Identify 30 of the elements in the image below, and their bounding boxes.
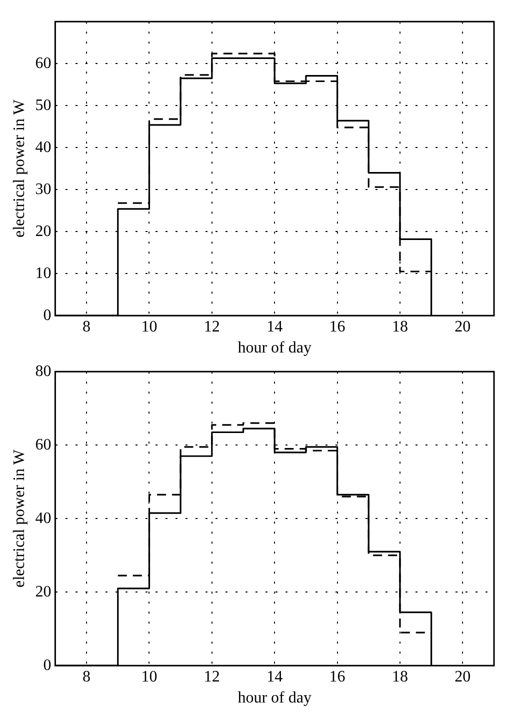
y-axis-title: electrical power in W <box>10 448 28 588</box>
x-axis-title: hour of day <box>238 690 312 707</box>
x-tick-label: 18 <box>392 668 408 686</box>
y-axis-title: electrical power in W <box>10 98 28 238</box>
x-tick-label: 12 <box>204 668 220 686</box>
x-tick-label: 14 <box>266 668 283 686</box>
x-tick-label: 8 <box>82 668 91 686</box>
x-tick-label: 14 <box>266 318 283 336</box>
y-tick-label: 40 <box>35 510 52 527</box>
y-tick-label: 0 <box>43 656 52 674</box>
x-tick-label: 10 <box>141 318 158 336</box>
y-tick-label: 10 <box>35 264 52 282</box>
x-tick-label: 16 <box>329 318 346 336</box>
x-tick-label: 20 <box>454 668 471 686</box>
y-tick-label: 80 <box>35 362 52 380</box>
x-tick-label: 10 <box>141 668 158 686</box>
y-tick-label: 30 <box>35 180 52 198</box>
x-axis-title: hour of day <box>238 340 312 357</box>
x-tick-label: 18 <box>392 318 408 336</box>
x-tick-label: 12 <box>204 318 220 336</box>
y-tick-label: 20 <box>35 222 52 240</box>
y-tick-label: 60 <box>35 436 52 454</box>
x-tick-label: 20 <box>454 318 471 336</box>
x-tick-label: 16 <box>329 668 346 686</box>
x-tick-label: 8 <box>82 318 91 336</box>
y-tick-label: 60 <box>35 54 52 72</box>
y-tick-label: 50 <box>35 96 52 114</box>
y-tick-label: 0 <box>43 306 52 324</box>
y-tick-label: 40 <box>35 138 52 156</box>
y-tick-label: 20 <box>35 583 52 600</box>
